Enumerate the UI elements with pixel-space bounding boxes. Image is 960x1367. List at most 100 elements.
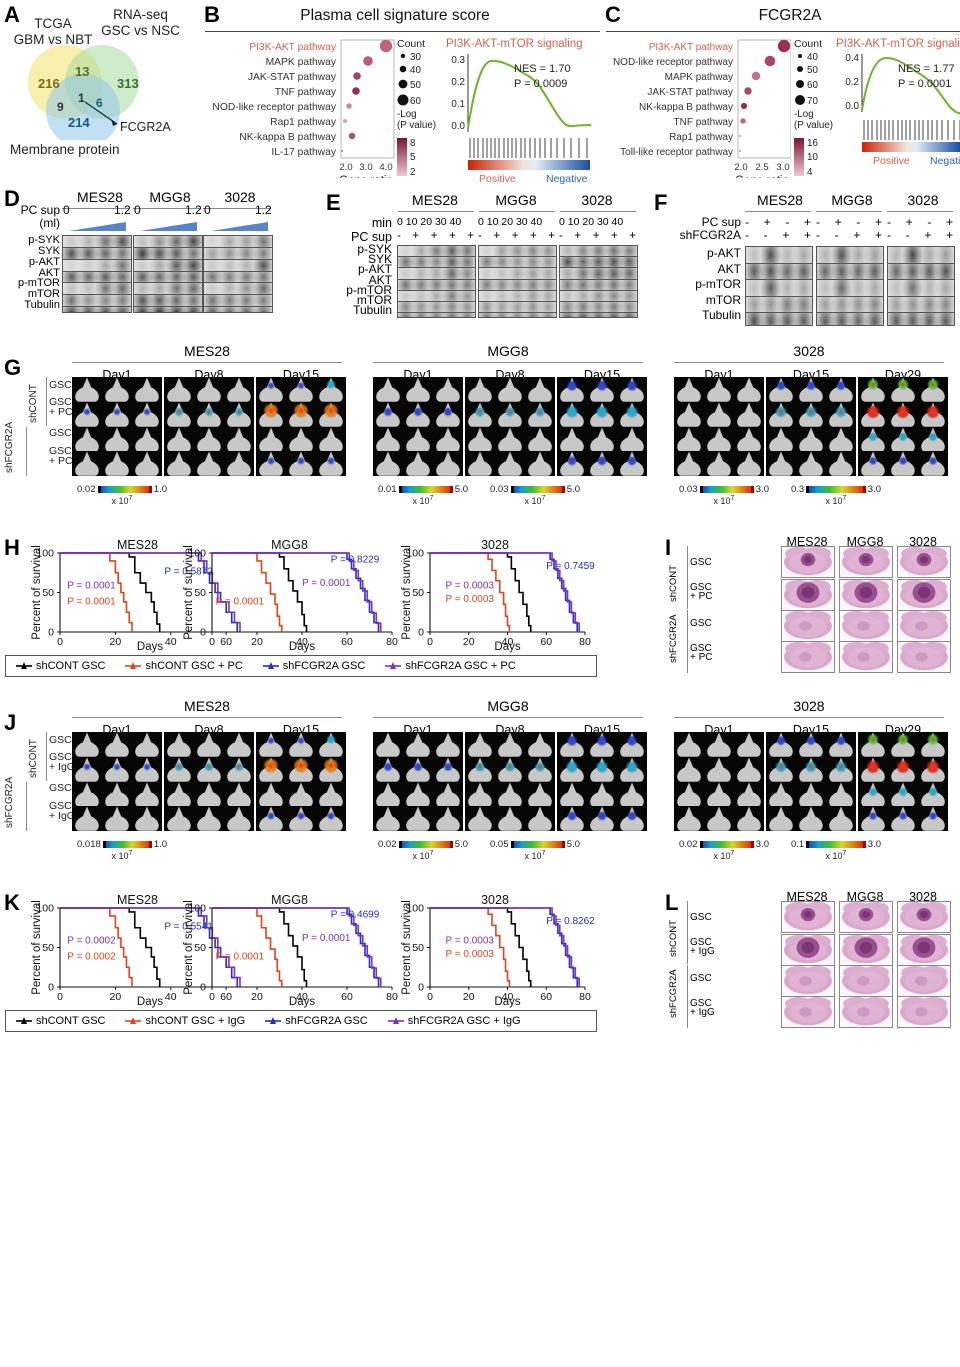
svg-text:214: 214 [68,115,90,130]
svg-text:Gene ratio: Gene ratio [339,175,393,178]
svg-text:40: 40 [410,65,421,76]
svg-text:TNF pathway: TNF pathway [275,87,337,98]
svg-text:MES28: MES28 [117,538,158,552]
svg-text:0: 0 [48,982,54,994]
svg-text:80: 80 [579,991,591,1003]
svg-text:NOD-like receptor pathway: NOD-like receptor pathway [613,57,733,68]
svg-text:20: 20 [463,991,475,1003]
svg-text:0: 0 [427,991,433,1003]
svg-text:60: 60 [410,96,421,107]
svg-text:NK-kappa B pathway: NK-kappa B pathway [639,102,733,113]
svg-text:80: 80 [386,636,398,648]
svg-text:313: 313 [117,76,139,91]
svg-text:16: 16 [807,138,818,149]
svg-text:20: 20 [110,991,122,1003]
svg-text:MGG8: MGG8 [271,893,308,907]
svg-text:20: 20 [251,636,263,648]
svg-text:Percent of survival: Percent of survival [31,545,43,640]
svg-text:Rap1 pathway: Rap1 pathway [270,117,337,128]
svg-text:30: 30 [410,52,421,63]
svg-text:Days: Days [137,996,163,1008]
svg-text:Percent of survival: Percent of survival [31,900,43,995]
svg-text:216: 216 [38,76,60,91]
svg-text:0: 0 [48,627,54,639]
svg-text:3028: 3028 [481,893,509,907]
svg-text:70: 70 [807,96,818,107]
svg-text:P = 0.0003: P = 0.0003 [446,581,495,592]
svg-text:0: 0 [209,636,215,648]
svg-text:P = 0.0002: P = 0.0002 [67,951,116,962]
svg-text:50: 50 [194,942,206,954]
svg-text:P = 0.0002: P = 0.0002 [67,936,116,947]
svg-text:Rap1 pathway: Rap1 pathway [669,132,733,143]
svg-text:0.2: 0.2 [845,77,859,88]
svg-text:4: 4 [807,167,813,178]
svg-text:P = 0.0001: P = 0.0001 [67,581,116,592]
svg-text:Percent of survival: Percent of survival [183,545,195,640]
svg-text:Gene ratio: Gene ratio [735,175,789,178]
svg-text:Positive: Positive [873,155,910,167]
svg-text:0.0: 0.0 [451,121,465,132]
svg-text:P = 0.0001: P = 0.0001 [302,578,351,589]
svg-text:Negative: Negative [546,173,588,185]
svg-text:0: 0 [418,982,424,994]
svg-text:P = 0.0003: P = 0.0003 [446,949,495,960]
svg-text:60: 60 [540,636,552,648]
svg-text:60: 60 [341,991,353,1003]
svg-text:0: 0 [209,991,215,1003]
svg-text:3.0: 3.0 [359,162,372,173]
svg-text:10: 10 [807,152,818,163]
svg-text:40: 40 [165,636,177,648]
svg-text:Negative: Negative [930,155,960,167]
svg-text:50: 50 [412,587,424,599]
svg-text:MGG8: MGG8 [271,538,308,552]
svg-text:P = 0.0001: P = 0.0001 [216,951,265,962]
svg-text:20: 20 [463,636,475,648]
svg-text:Days: Days [494,996,520,1008]
svg-text:0: 0 [57,991,63,1003]
svg-text:PI3K-AKT pathway: PI3K-AKT pathway [649,42,733,53]
svg-text:0: 0 [427,636,433,648]
svg-text:P = 0.4699: P = 0.4699 [331,909,380,920]
svg-text:40: 40 [165,991,177,1003]
svg-text:MAPK pathway: MAPK pathway [665,72,733,83]
svg-text:Days: Days [494,641,520,653]
svg-text:0.1: 0.1 [451,99,465,110]
svg-text:50: 50 [42,942,54,954]
svg-text:P = 0.8262: P = 0.8262 [546,916,595,927]
svg-text:40: 40 [807,52,818,63]
svg-text:50: 50 [807,65,818,76]
svg-text:NES = 1.70: NES = 1.70 [514,63,571,75]
svg-text:2.0: 2.0 [734,162,747,173]
svg-text:80: 80 [579,636,591,648]
svg-text:50: 50 [194,587,206,599]
svg-text:Toll-like receptor pathway: Toll-like receptor pathway [620,147,733,158]
svg-text:0: 0 [200,982,206,994]
svg-text:0: 0 [418,627,424,639]
svg-text:P = 0.8229: P = 0.8229 [331,554,380,565]
svg-text:P = 0.0001: P = 0.0001 [898,78,951,90]
svg-text:50: 50 [42,587,54,599]
svg-text:0.2: 0.2 [451,77,465,88]
svg-text:Days: Days [137,641,163,653]
svg-text:5: 5 [410,152,416,163]
svg-text:2.5: 2.5 [755,162,768,173]
svg-text:P = 0.0009: P = 0.0009 [514,78,567,90]
svg-text:20: 20 [251,991,263,1003]
svg-text:JAK-STAT pathway: JAK-STAT pathway [647,87,733,98]
svg-text:3.0: 3.0 [776,162,789,173]
svg-text:JAK-STAT pathway: JAK-STAT pathway [248,72,337,83]
svg-text:IL-17 pathway: IL-17 pathway [271,147,337,158]
svg-text:50: 50 [412,942,424,954]
svg-text:0.3: 0.3 [451,55,465,66]
svg-text:0: 0 [200,627,206,639]
svg-text:P = 0.0001: P = 0.0001 [216,596,265,607]
svg-text:Positive: Positive [479,173,516,185]
svg-text:4.0: 4.0 [379,162,392,173]
svg-text:0.0: 0.0 [845,101,859,112]
svg-text:2.0: 2.0 [339,162,352,173]
svg-text:Percent of survival: Percent of survival [183,900,195,995]
svg-text:TNF pathway: TNF pathway [674,117,733,128]
svg-text:Percent of survival: Percent of survival [401,545,413,640]
svg-text:20: 20 [110,636,122,648]
